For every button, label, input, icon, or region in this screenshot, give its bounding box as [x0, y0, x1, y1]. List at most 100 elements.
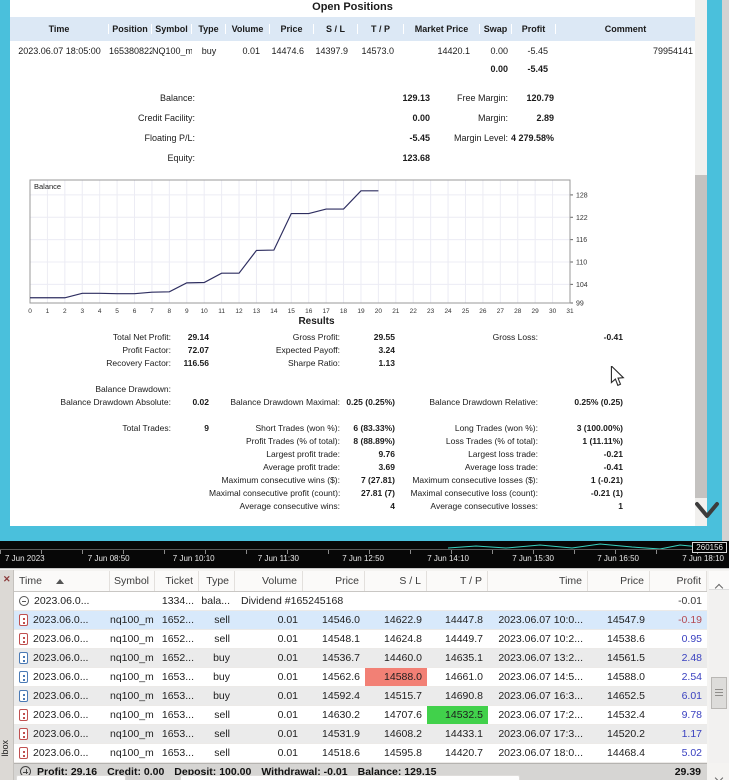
trade-row[interactable]: 2023.06.0... nq100_m 1652... sell 0.01 14548.…	[14, 630, 707, 649]
account-label: Balance:	[159, 93, 195, 103]
history-column-header[interactable]: Profit	[650, 571, 707, 591]
cell-type: buy	[213, 671, 230, 683]
op-cell: 79954141	[652, 45, 693, 56]
cell-profit: 9.78	[681, 709, 702, 721]
cell-close-price: 14652.5	[607, 690, 645, 702]
svg-text:19: 19	[357, 308, 365, 315]
chevron-down-icon[interactable]	[709, 765, 729, 780]
trade-row[interactable]: 2023.06.0... nq100_m 1653... sell 0.01 14531.…	[14, 725, 707, 744]
op-column-header: Time	[10, 24, 109, 34]
cell-ticket: 1334...	[161, 595, 194, 607]
account-label: Floating P/L:	[144, 133, 195, 143]
price-chart-time-axis[interactable]: 7 Jun 2023 7 Jun 08:50 7 Jun 10:10 7 Jun 11…	[0, 541, 729, 568]
chevron-up-icon[interactable]	[709, 571, 729, 593]
axis-time-label: 7 Jun 14:10	[427, 554, 469, 563]
trade-row[interactable]: 2023.06.0... nq100_m 1653... buy 0.01 14562.6…	[14, 668, 707, 687]
chevron-down-icon[interactable]	[691, 498, 723, 529]
cell-symbol: nq100_m	[110, 747, 154, 759]
history-column-header[interactable]: Ticket	[155, 571, 199, 591]
cell-volume: 0.01	[277, 728, 298, 740]
cell-stop-loss: 14608.2	[384, 728, 422, 740]
account-row: Floating P/L: -5.45 Margin Level: 4 279.58%	[10, 128, 695, 148]
axis-time-label: 7 Jun 12:50	[342, 554, 384, 563]
account-label: Free Margin:	[456, 93, 508, 103]
trade-row[interactable]: 2023.06.0... nq100_m 1652... buy 0.01 14536.7…	[14, 649, 707, 668]
mouse-cursor-icon	[610, 364, 625, 392]
trade-row[interactable]: 2023.06.0... nq100_m 1653... buy 0.01 14592.4…	[14, 687, 707, 706]
svg-text:104: 104	[576, 282, 588, 289]
bottom-tab-stub[interactable]	[16, 775, 126, 780]
trade-row[interactable]: 2023.06.0... nq100_m 1653... sell 0.01 14630.…	[14, 706, 707, 725]
cell-profit: -0.19	[678, 614, 702, 626]
history-column-header[interactable]: Type	[199, 571, 235, 591]
table-scrollbar-thumb[interactable]	[711, 677, 727, 709]
op-column-header: Price	[270, 24, 314, 34]
history-column-header[interactable]: T / P	[427, 571, 488, 591]
cell-take-profit: 14661.0	[445, 671, 483, 683]
history-column-header[interactable]: Price	[588, 571, 650, 591]
sell-order-icon	[19, 633, 28, 645]
stat-value	[171, 383, 209, 396]
stat-empty	[171, 448, 209, 461]
account-value: -5.45	[409, 133, 430, 143]
cell-symbol: nq100_m	[110, 709, 154, 721]
table-scrollbar-track[interactable]	[709, 571, 729, 763]
svg-text:6: 6	[133, 308, 137, 315]
history-column-header[interactable]: S / L	[365, 571, 427, 591]
cell-close-price: 14532.4	[607, 709, 645, 721]
stat-empty	[10, 435, 171, 448]
history-column-header[interactable]: Time	[488, 571, 588, 591]
stat-empty	[395, 344, 538, 357]
cell-close-price: 14561.5	[607, 652, 645, 664]
stat-label: Balance Drawdown Relative:	[429, 397, 538, 407]
cell-symbol	[110, 592, 155, 610]
stat-label: Maximum consecutive wins ($):	[221, 475, 340, 485]
cell-type: buy	[213, 652, 230, 664]
toolbox-tab-label[interactable]: lbox	[0, 740, 10, 757]
cell-open-price: 14518.6	[322, 747, 360, 759]
stat-empty	[10, 487, 171, 500]
cell-close-price: 14547.9	[607, 614, 645, 626]
svg-text:Balance: Balance	[34, 182, 61, 191]
axis-time-labels: 7 Jun 2023 7 Jun 08:50 7 Jun 10:10 7 Jun 11…	[0, 554, 729, 563]
history-column-header[interactable]: Symbol	[110, 571, 155, 591]
svg-text:12: 12	[235, 308, 243, 315]
svg-text:22: 22	[410, 308, 418, 315]
stat-label: Gross Profit:	[292, 332, 340, 342]
op-column-header: T / P	[358, 24, 404, 34]
close-icon[interactable]: ✕	[3, 574, 11, 584]
account-row: Credit Facility: 0.00 Margin: 2.89	[10, 108, 695, 128]
minus-circle-icon	[19, 596, 29, 606]
cell-time: 2023.06.0...	[14, 630, 110, 648]
account-value: 0.00	[412, 113, 430, 123]
cell-close-time: 2023.06.07 17:2...	[498, 709, 583, 721]
trade-row[interactable]: 2023.06.0... 1334... bala... Dividend #1652…	[14, 592, 707, 611]
svg-text:2: 2	[63, 308, 67, 315]
svg-text:18: 18	[340, 308, 348, 315]
stat-label: Maximum consecutive losses ($):	[412, 475, 538, 485]
report-scrollbar-thumb[interactable]	[695, 175, 707, 498]
stat-empty	[171, 487, 209, 500]
history-column-header[interactable]: Price	[303, 571, 365, 591]
cell-time: 2023.06.0...	[14, 687, 110, 705]
statement-report-panel: Open Positions Time Position Symbol Type Vol…	[0, 0, 729, 541]
trade-row[interactable]: 2023.06.0... nq100_m 1652... sell 0.01 14546.…	[14, 611, 707, 630]
cell-open-price: 14536.7	[322, 652, 360, 664]
history-column-header[interactable]: Time	[14, 571, 110, 591]
cell-symbol: nq100_m	[110, 671, 154, 683]
sell-order-icon	[19, 728, 28, 740]
op-total-cell: 0.00	[490, 64, 508, 74]
sell-order-icon	[19, 614, 28, 626]
trade-row[interactable]: 2023.06.0... nq100_m 1653... sell 0.01 14518.…	[14, 744, 707, 763]
history-column-header[interactable]: Volume	[235, 571, 303, 591]
cell-take-profit: 14449.7	[445, 633, 483, 645]
op-column-header: Symbol	[152, 24, 192, 34]
stat-value: 8 (88.89%)	[353, 436, 395, 446]
svg-text:5: 5	[115, 308, 119, 315]
bottom-tab-stub[interactable]	[180, 775, 520, 780]
svg-text:29: 29	[532, 308, 540, 315]
account-value: 129.13	[402, 93, 430, 103]
op-column-header: S / L	[314, 24, 358, 34]
stat-label: Balance Drawdown Absolute:	[60, 397, 171, 407]
